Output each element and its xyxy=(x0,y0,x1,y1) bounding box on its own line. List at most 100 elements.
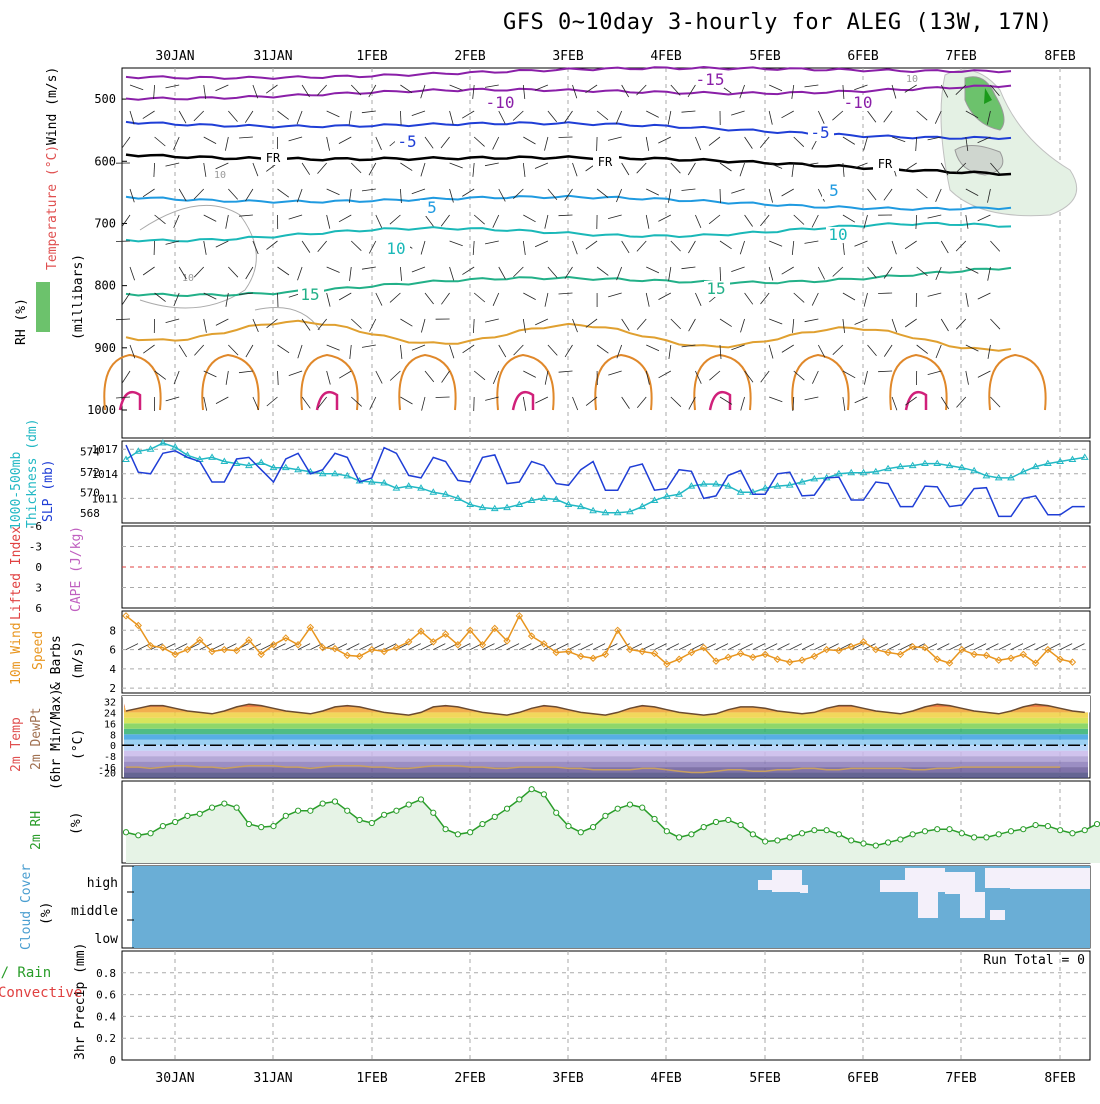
wind-barb xyxy=(278,371,279,385)
cape-tick-label: -3 xyxy=(29,541,42,554)
wind10-barb xyxy=(593,644,605,650)
cloud-cover-unit: (%) xyxy=(39,902,54,925)
wind-barb xyxy=(720,241,732,249)
wind10-tick-label: 6 xyxy=(109,644,116,657)
wind-barb xyxy=(941,319,948,331)
wind-barb xyxy=(565,111,573,123)
wind-barb xyxy=(400,163,412,171)
wind-barb xyxy=(302,397,310,408)
wind-barb xyxy=(278,267,290,275)
wind-barb xyxy=(351,319,361,329)
rh2m-point xyxy=(566,824,571,829)
wind-barb xyxy=(302,163,310,175)
wind-barb xyxy=(239,371,253,373)
wind-barb xyxy=(720,189,721,203)
wind-barb xyxy=(884,189,892,200)
wind-barb xyxy=(513,267,523,277)
temp-color-band xyxy=(124,734,1088,739)
wind-barb xyxy=(116,241,130,242)
wind-barb xyxy=(559,293,573,294)
wind-barb xyxy=(792,163,794,177)
wind-barb xyxy=(412,111,425,116)
wind-barb xyxy=(956,241,966,251)
wind10-unit: (m/s) xyxy=(71,641,86,680)
wind-barb xyxy=(832,111,843,120)
contour-label: 10 xyxy=(828,225,847,244)
wind-barb xyxy=(769,319,782,324)
wind-barb xyxy=(988,345,990,359)
thickness-tick-label: 568 xyxy=(80,507,100,520)
wind-barb xyxy=(990,319,1000,329)
wind10-barb xyxy=(581,644,593,650)
wind-barb xyxy=(792,241,793,255)
wind-barb xyxy=(669,345,671,359)
wind-barb xyxy=(878,293,892,294)
wind-barb xyxy=(978,215,991,221)
date-label-bottom: 3FEB xyxy=(552,1071,583,1086)
wind10-barb xyxy=(888,644,900,650)
wind-barb xyxy=(741,319,745,332)
wind-barb xyxy=(412,345,425,350)
wind-barb xyxy=(669,267,671,281)
wind-barb xyxy=(671,319,681,329)
rh2m-point xyxy=(160,824,165,829)
wind-barb xyxy=(793,319,794,333)
rh2m-point xyxy=(836,832,841,837)
wind-barb xyxy=(441,293,449,304)
wind-barb xyxy=(194,267,204,277)
wind-barb xyxy=(854,85,867,90)
wind-barb xyxy=(400,345,401,359)
wind-barb xyxy=(548,267,557,278)
rh2m-point xyxy=(246,821,251,826)
temp-contour-25 xyxy=(497,355,553,410)
wind10-barb xyxy=(790,644,802,650)
wind-barb xyxy=(327,345,340,350)
wind-barb xyxy=(450,111,454,125)
temp-contour-25 xyxy=(694,355,750,410)
wind-barb xyxy=(646,215,649,229)
wind-barb xyxy=(421,319,425,333)
wind-barb xyxy=(905,319,916,327)
wind-barb xyxy=(695,293,701,306)
rh2m-point xyxy=(382,812,387,817)
wind-barb xyxy=(884,111,892,122)
wind10-barb xyxy=(507,644,519,650)
contour-label: -15 xyxy=(696,70,725,89)
rh2m-point xyxy=(935,827,940,832)
wind-barb xyxy=(474,293,485,302)
temp-contour-25 xyxy=(595,355,651,410)
wind-barb xyxy=(637,163,647,173)
wind-barb xyxy=(143,345,154,353)
wind-barb xyxy=(514,345,524,355)
wind-barb xyxy=(339,371,351,378)
wind-barb xyxy=(608,137,622,140)
wind-barb xyxy=(351,241,361,251)
wind-barb xyxy=(513,111,523,121)
wind-barb xyxy=(194,345,203,355)
wind-barb xyxy=(741,397,745,411)
wind-barb xyxy=(463,345,475,353)
rh2m-point xyxy=(713,819,718,824)
rh2m-point xyxy=(701,825,706,830)
wind-barb xyxy=(646,267,659,273)
wind-barb xyxy=(226,215,229,229)
wind-barb xyxy=(892,397,897,410)
wind-barb xyxy=(769,189,772,203)
rh2m-point xyxy=(1058,828,1063,833)
upper-y-tick-label: 800 xyxy=(94,279,116,293)
wind-barb xyxy=(745,293,753,304)
date-label-bottom: 8FEB xyxy=(1044,1071,1075,1086)
temp-contour-25 xyxy=(989,355,1045,410)
rh2m-point xyxy=(799,831,804,836)
wind-barb xyxy=(143,267,154,275)
wind-barb xyxy=(442,371,450,383)
wind-barb xyxy=(843,293,855,300)
rh2m-point xyxy=(603,813,608,818)
wind-barb xyxy=(473,163,474,177)
rh-contour-label: 10 xyxy=(214,170,226,181)
wind-barb xyxy=(450,241,463,246)
wind-barb xyxy=(204,137,216,144)
wind-barb xyxy=(782,111,794,118)
wind-barb xyxy=(597,345,608,353)
temp-label-1: 2m Temp xyxy=(9,717,24,772)
